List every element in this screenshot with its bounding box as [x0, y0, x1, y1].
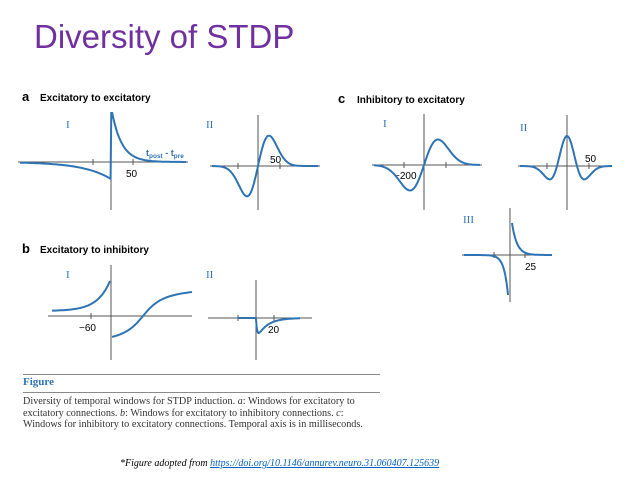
figure-caption: Diversity of temporal windows for STDP i…: [23, 396, 383, 431]
plot-c-III-tick-label: 25: [525, 262, 537, 273]
plot-c-II-tick-label: 50: [585, 154, 597, 165]
plot-a-II-tick-label: 50: [270, 155, 282, 166]
plot-c-III: III 25: [462, 208, 552, 302]
annot-pre-sub: pre: [174, 153, 185, 160]
annot-dash: -: [163, 148, 171, 158]
caption-part-4: : Windows for inhibitory to excitatory c…: [23, 407, 363, 431]
figure-rule-bottom: [23, 392, 380, 393]
plot-c-II: II 50: [518, 115, 612, 210]
plot-a-I-curve: [20, 112, 186, 181]
plot-a-I-annotation: tpost - tpre: [146, 148, 184, 160]
plot-a-II-curve: [212, 134, 318, 198]
plot-a-I: I 50 tpost - tpre: [18, 112, 188, 210]
plot-c-I-tick-label: −200: [394, 171, 417, 182]
plot-b-II: II 20: [206, 269, 312, 360]
source-link[interactable]: https://doi.org/10.1146/annurev.neuro.31…: [210, 458, 440, 469]
figure-rule-top: [23, 374, 380, 375]
panel-a-heading: Excitatory to excitatory: [40, 93, 151, 104]
plot-b-II-curve: [238, 317, 300, 334]
plot-a-I-roman: I: [66, 119, 70, 131]
plot-a-I-tick-label: 50: [126, 169, 138, 180]
plot-b-II-roman: II: [206, 269, 214, 281]
plot-a-II-roman: II: [206, 119, 214, 131]
panel-c-heading: Inhibitory to excitatory: [357, 95, 465, 106]
plot-c-III-curve-left: [464, 254, 509, 296]
plot-b-I: I −60: [48, 265, 193, 360]
plot-c-III-curve-right: [511, 222, 552, 256]
panel-a-letter: a: [22, 89, 30, 104]
plot-b-II-tick-label: 20: [268, 325, 280, 336]
plot-b-I-tick-label: −60: [79, 323, 96, 334]
annot-post-sub: post: [149, 153, 164, 160]
plot-c-I: I −200: [372, 114, 482, 210]
caption-part-2: : Windows for excitatory to excitatory c…: [23, 396, 355, 419]
plot-b-I-curve-left: [51, 280, 111, 312]
panel-b-letter: b: [22, 241, 30, 256]
source-prefix: *Figure adopted from: [120, 458, 211, 469]
plot-b-I-curve-right: [111, 291, 193, 338]
caption-letter-c: c: [336, 407, 341, 419]
plot-c-II-curve: [520, 134, 612, 181]
plot-c-I-roman: I: [383, 118, 387, 130]
annot-t-post: t: [146, 148, 149, 158]
plot-c-I-curve: [374, 138, 480, 192]
panel-c-letter: c: [338, 91, 345, 106]
plot-c-III-roman: III: [463, 214, 474, 226]
figure-label: Figure: [23, 376, 54, 388]
panel-b-heading: Excitatory to inhibitory: [40, 245, 149, 256]
caption-letter-a: a: [237, 396, 243, 407]
caption-part-3: : Windows for excitatory to inhibitory c…: [125, 407, 337, 419]
caption-part-1: Diversity of temporal windows for STDP i…: [23, 396, 238, 407]
source-note: *Figure adopted from https://doi.org/10.…: [120, 458, 439, 469]
plot-c-II-roman: II: [520, 122, 528, 134]
annot-t-pre: t: [171, 148, 174, 158]
caption-letter-b: b: [120, 407, 126, 419]
slide-title: Diversity of STDP: [34, 18, 295, 55]
plot-b-I-roman: I: [66, 269, 70, 281]
plot-a-II: II 50: [206, 115, 320, 210]
